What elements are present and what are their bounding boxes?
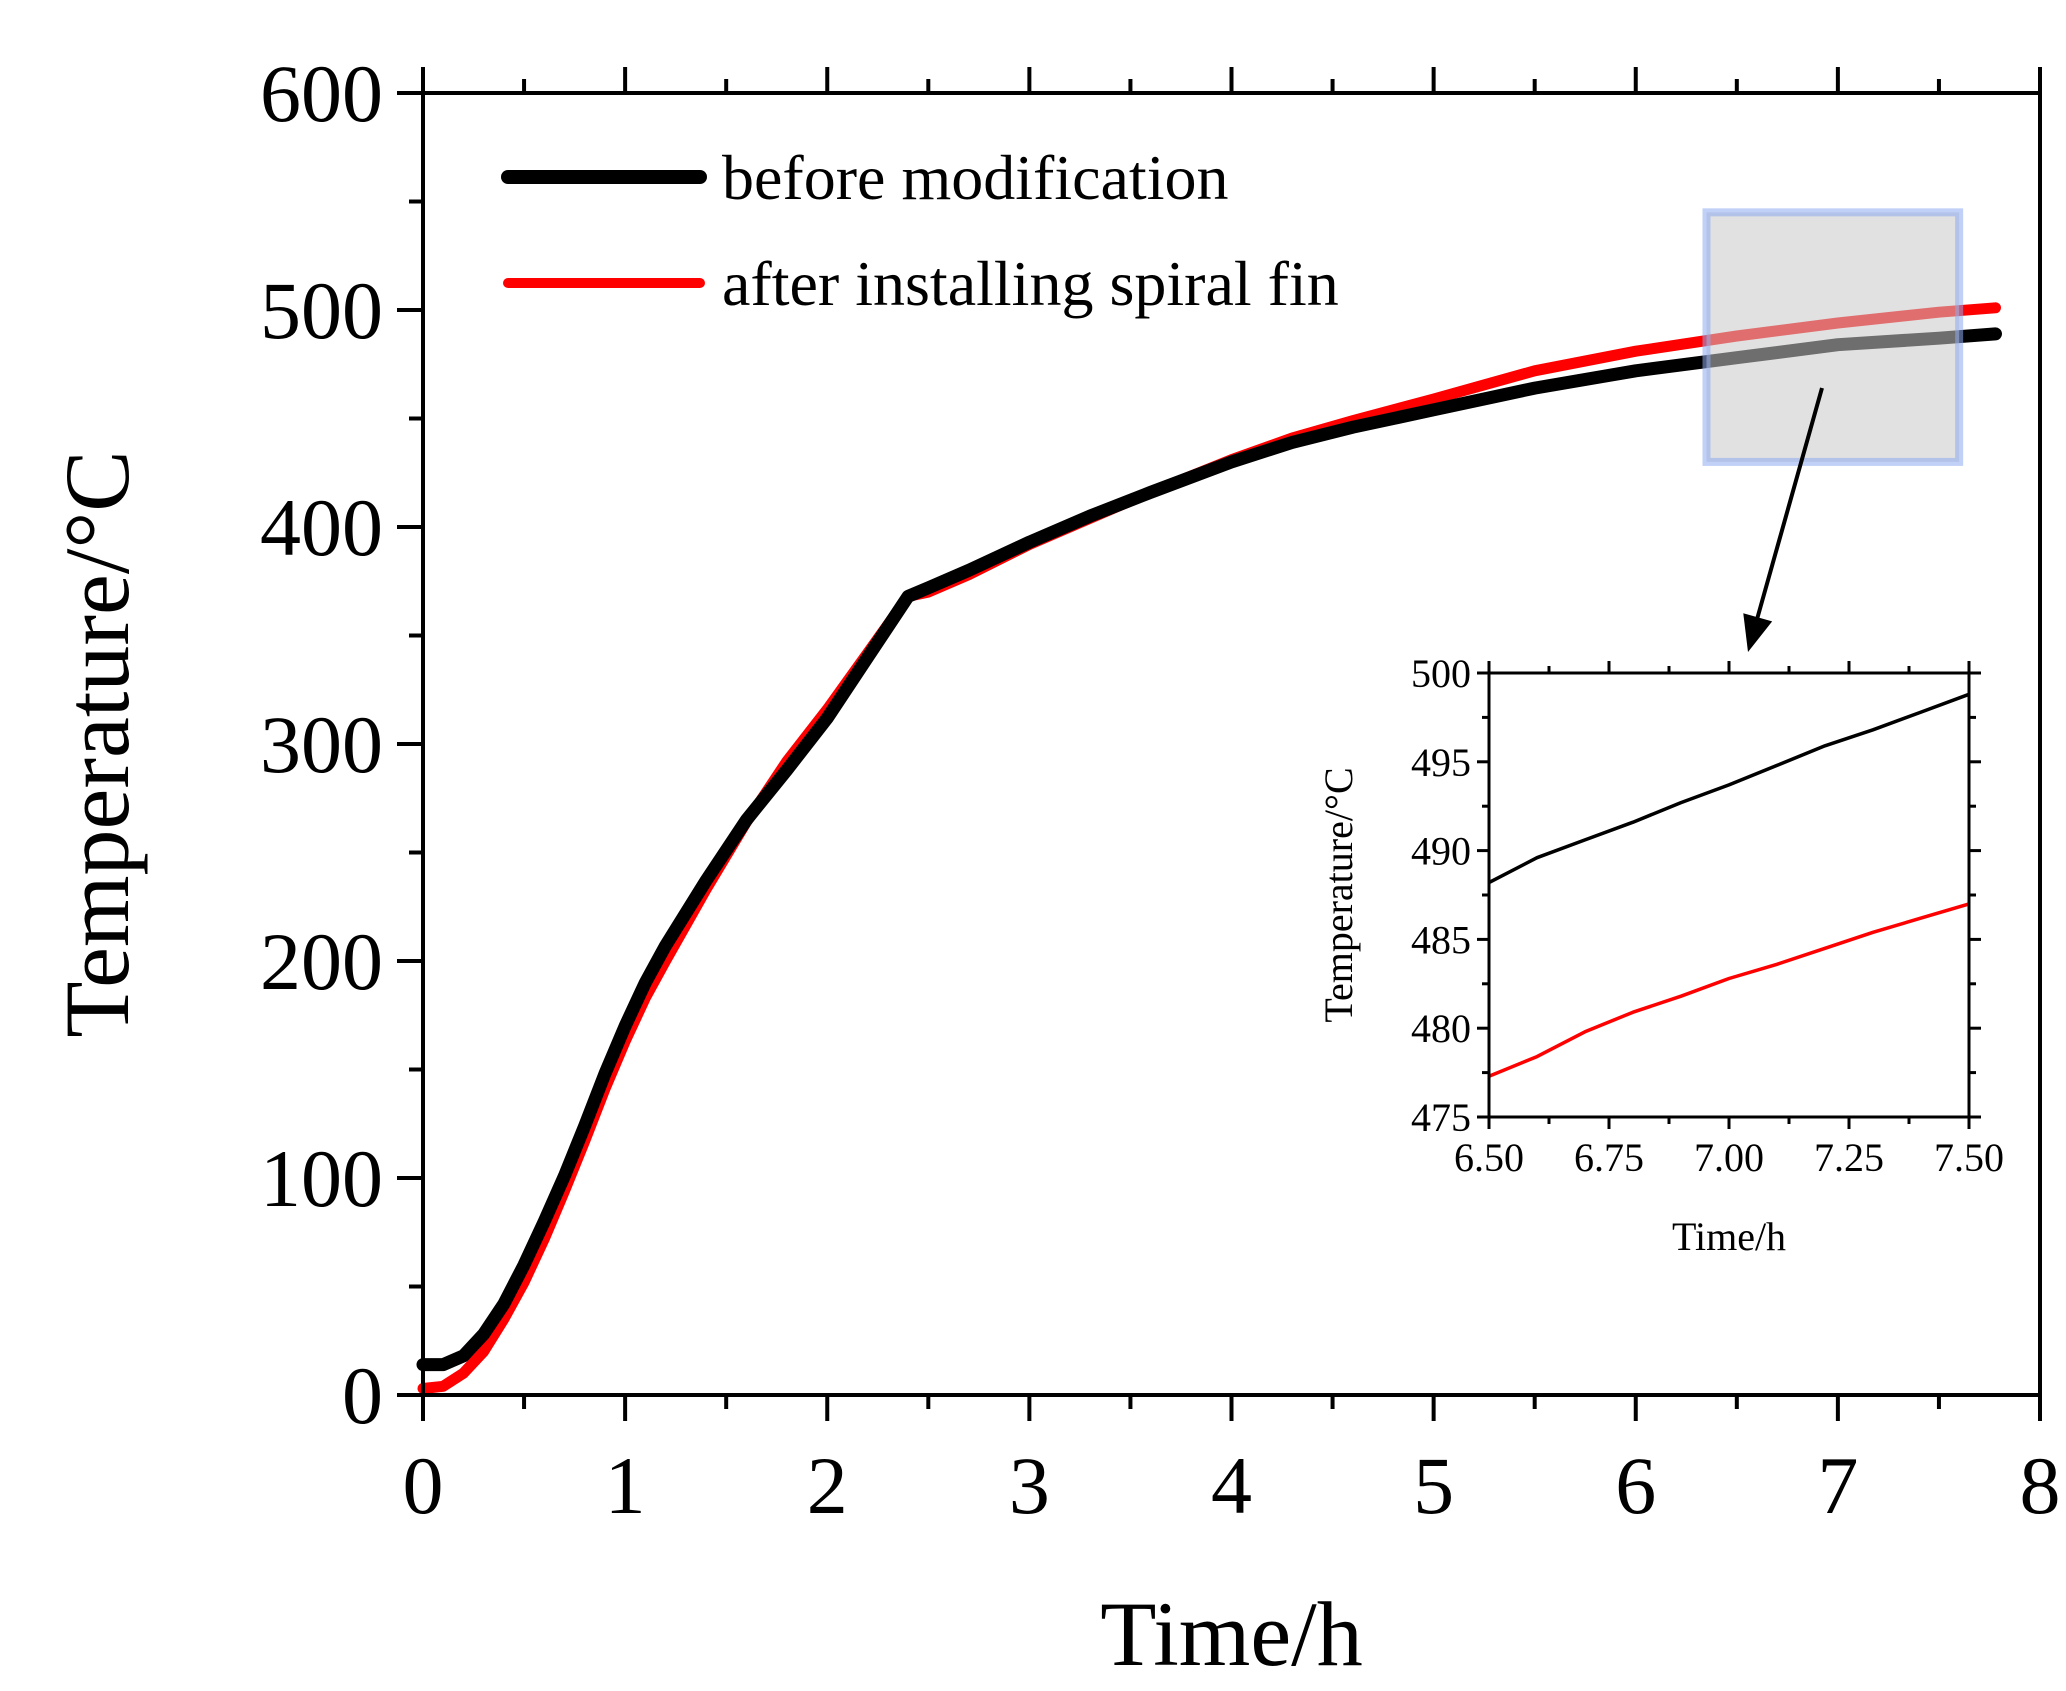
- inset-series-line-1: [1488, 902, 1970, 1078]
- inset-axis-ticks: [1477, 661, 1981, 1129]
- main-x-tick-label: 0: [403, 1440, 444, 1531]
- inset-y-tick-label: 500: [1411, 651, 1471, 696]
- inset-y-tick-label: 485: [1411, 917, 1471, 962]
- inset-y-tick-label: 495: [1411, 740, 1471, 785]
- main-y-tick-label: 200: [260, 916, 383, 1007]
- zoom-box: [1702, 208, 1964, 466]
- main-x-tick-label: 8: [2020, 1440, 2061, 1531]
- inset-background: [1489, 673, 1969, 1117]
- main-axis-tick-labels: 0 1 2 3 4 5 6 7 8 0 100 200 300 400 500 600: [260, 48, 2061, 1531]
- legend-label-before: before modification: [722, 142, 1228, 213]
- main-y-tick-label: 600: [260, 48, 383, 139]
- main-x-tick-label: 2: [807, 1440, 848, 1531]
- legend: before modification after installing spi…: [501, 142, 1339, 319]
- main-y-tick-label: 100: [260, 1133, 383, 1224]
- inset-x-axis-label: Time/h: [1672, 1214, 1786, 1259]
- main-x-axis-label: Time/h: [1100, 1583, 1362, 1685]
- inset-x-tick-label: 7.50: [1934, 1135, 2004, 1180]
- main-y-tick-label: 300: [260, 699, 383, 790]
- inset-axis-tick-labels: 6.50 6.75 7.00 7.25 7.50 475 480 485 490 495 500: [1411, 651, 2004, 1180]
- inset-x-tick-label: 6.75: [1574, 1135, 1644, 1180]
- main-y-tick-label: 500: [260, 265, 383, 356]
- zoom-arrow: [1743, 387, 1824, 652]
- inset-y-axis-label: Temperature/°C: [1316, 767, 1361, 1022]
- inset-y-tick-label: 480: [1411, 1006, 1471, 1051]
- zoom-highlight-box: [1702, 208, 1964, 466]
- inset-series-layer: [1488, 692, 1970, 1078]
- inset-x-tick-label: 7.00: [1694, 1135, 1764, 1180]
- inset-y-tick-label: 475: [1411, 1095, 1471, 1140]
- inset-series-line-0: [1488, 692, 1970, 885]
- legend-label-after: after installing spiral fin: [722, 248, 1339, 319]
- main-y-tick-label: 400: [260, 482, 383, 573]
- zoom-arrow-shaft: [1752, 387, 1824, 631]
- main-series-layer: [416, 302, 2002, 1394]
- main-x-tick-label: 3: [1009, 1440, 1050, 1531]
- inset-x-tick-label: 6.50: [1454, 1135, 1524, 1180]
- main-x-tick-label: 7: [1817, 1440, 1858, 1531]
- main-series-line-0: [416, 327, 2002, 1372]
- main-x-tick-label: 6: [1615, 1440, 1656, 1531]
- main-y-tick-label: 0: [342, 1350, 383, 1441]
- inset-x-tick-label: 7.25: [1814, 1135, 1884, 1180]
- inset-y-tick-label: 490: [1411, 829, 1471, 874]
- main-x-tick-label: 5: [1413, 1440, 1454, 1531]
- zoom-arrow-head: [1743, 613, 1773, 652]
- main-axis-ticks: [397, 67, 2042, 1421]
- main-x-tick-label: 4: [1211, 1440, 1252, 1531]
- main-x-tick-label: 1: [605, 1440, 646, 1531]
- main-y-axis-label: Temperature/°C: [46, 450, 148, 1037]
